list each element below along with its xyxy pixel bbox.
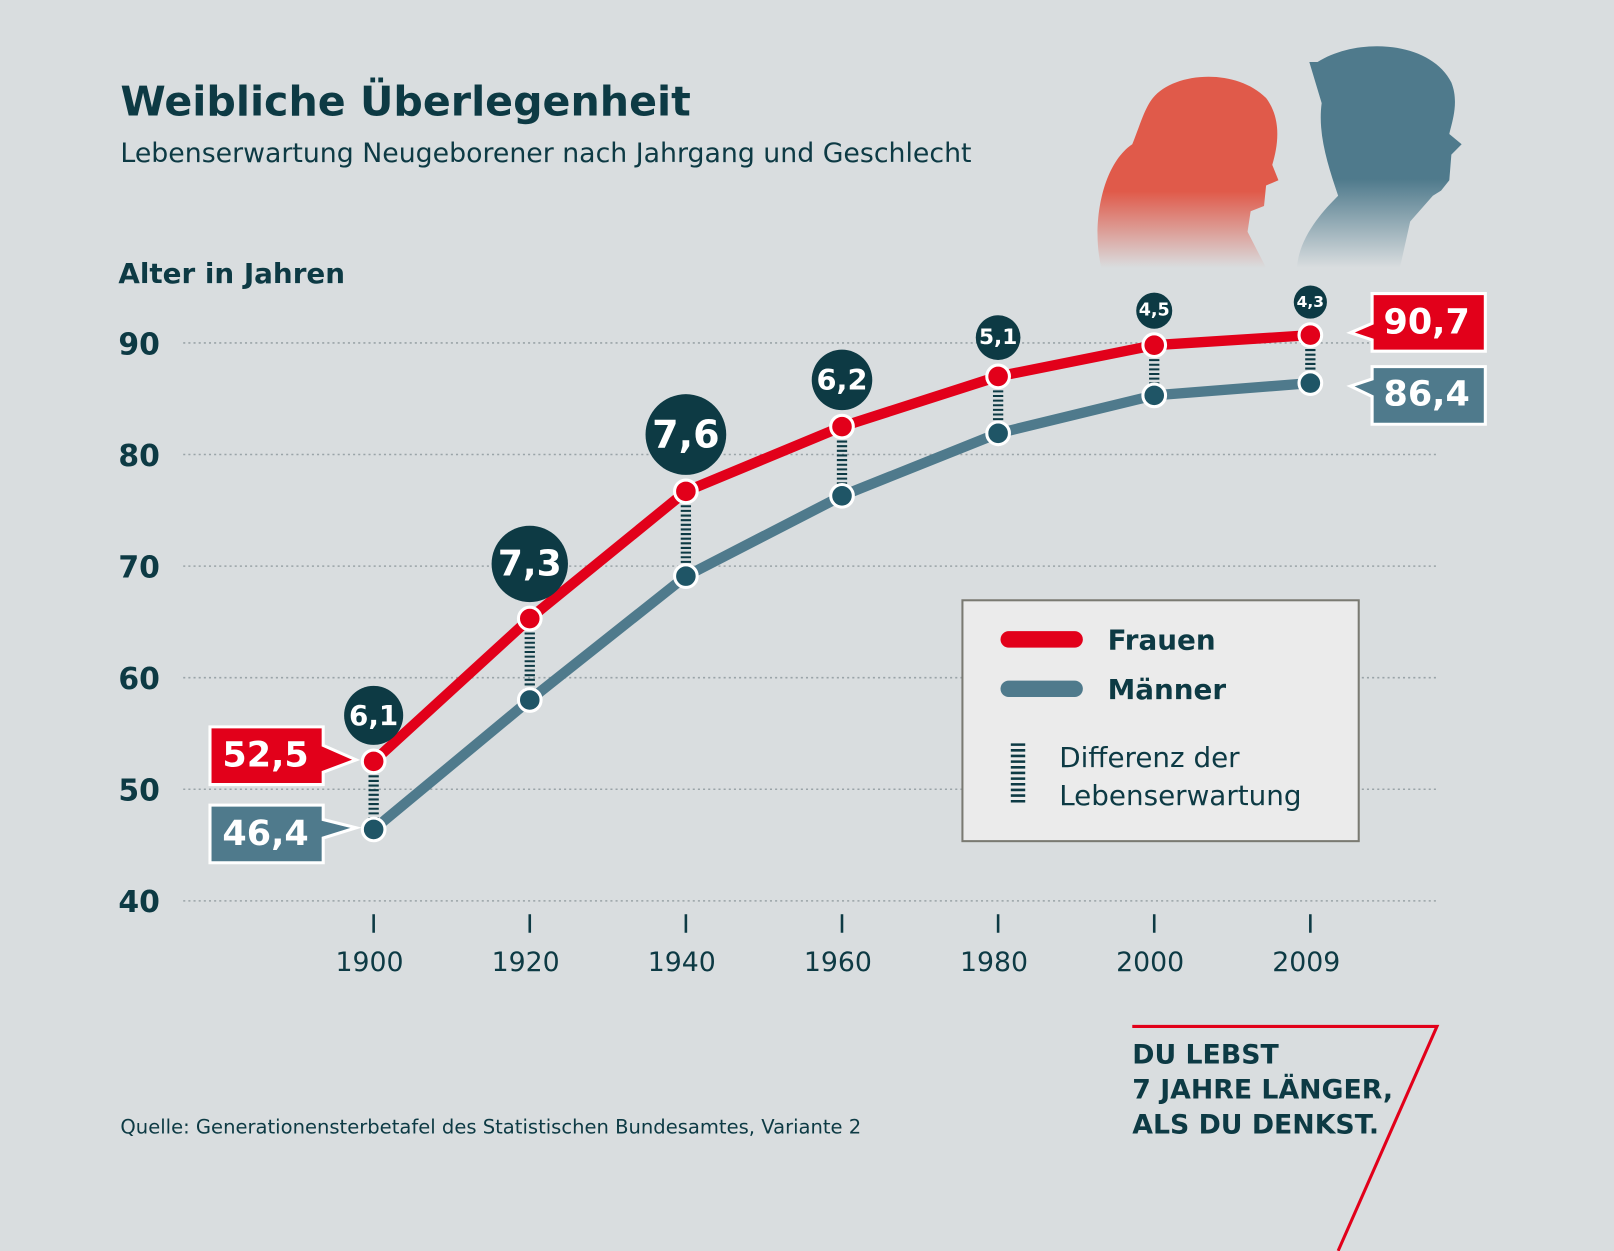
data-point <box>673 478 699 505</box>
data-point <box>516 687 543 713</box>
legend: Frauen Männer Differenz der Lebenserwart… <box>961 599 1360 843</box>
value-label-maenner-start: 46,4 <box>208 803 362 865</box>
difference-badge <box>975 315 1021 360</box>
x-tick-label: 2009 <box>1272 947 1340 978</box>
difference-label: 4,3 <box>1297 293 1324 311</box>
data-point <box>1141 382 1168 409</box>
data-point <box>985 420 1011 447</box>
difference-label: 5,1 <box>979 325 1017 350</box>
y-tick-label: 50 <box>118 774 160 809</box>
difference-badge <box>1136 292 1173 329</box>
data-point <box>829 482 855 509</box>
data-point <box>985 363 1011 390</box>
y-axis-ticks: 40 50 60 70 80 90 <box>118 327 160 920</box>
value-label-maenner-end: 86,4 <box>1346 365 1487 426</box>
y-tick-label: 40 <box>118 885 160 920</box>
x-tick-label: 1920 <box>492 947 560 978</box>
value-text: 90,7 <box>1383 302 1469 342</box>
difference-labels: 6,1 7,3 7,6 6,2 5,1 4,5 4,3 <box>344 285 1327 745</box>
difference-badge <box>645 394 727 475</box>
x-tick-label: 1980 <box>960 947 1028 978</box>
x-tick-label: 1960 <box>804 947 872 978</box>
value-text: 52,5 <box>222 736 308 776</box>
x-tick-label: 1900 <box>335 947 403 978</box>
difference-label: 6,1 <box>349 699 398 732</box>
data-point <box>516 605 543 632</box>
data-points <box>360 322 1324 843</box>
value-text: 46,4 <box>222 814 308 854</box>
data-point <box>673 563 699 590</box>
difference-badge <box>491 525 568 603</box>
source-note: Quelle: Generationensterbetafel des Stat… <box>120 1115 861 1138</box>
slogan-line-1: DU LEBST <box>1132 1039 1279 1070</box>
boy-silhouette-icon <box>1296 46 1462 268</box>
data-point <box>829 413 855 440</box>
data-point <box>1297 370 1324 396</box>
y-axis-title: Alter in Jahren <box>118 257 345 290</box>
page-subtitle: Lebenserwartung Neugeborener nach Jahrga… <box>120 138 971 169</box>
difference-badge <box>811 349 873 411</box>
slogan-line-3: ALS DU DENKST. <box>1132 1109 1379 1140</box>
difference-label: 4,5 <box>1139 301 1170 321</box>
x-tick-label: 1940 <box>648 947 716 978</box>
legend-label-difference-2: Lebenserwartung <box>1059 779 1301 812</box>
slogan-box: DU LEBST 7 JAHRE LÄNGER, ALS DU DENKST. <box>1132 1024 1440 1251</box>
legend-label-maenner: Männer <box>1108 673 1227 706</box>
x-axis-ticks: 1900 1920 1940 1960 1980 2000 2009 <box>335 914 1340 978</box>
data-point <box>1297 322 1324 349</box>
legend-label-difference-1: Differenz der <box>1059 741 1240 774</box>
value-label-frauen-end: 90,7 <box>1346 291 1487 353</box>
difference-label: 6,2 <box>816 363 867 397</box>
girl-silhouette-icon <box>1097 76 1279 268</box>
slogan-line-2: 7 JAHRE LÄNGER, <box>1132 1073 1393 1105</box>
difference-label: 7,6 <box>652 413 719 457</box>
legend-label-frauen: Frauen <box>1108 624 1216 657</box>
value-text: 86,4 <box>1383 374 1469 414</box>
data-point <box>360 748 387 775</box>
y-tick-label: 70 <box>118 550 160 585</box>
data-point <box>1141 332 1168 359</box>
data-point <box>360 816 387 843</box>
difference-label: 7,3 <box>498 543 562 584</box>
difference-badge <box>344 685 404 745</box>
page-title: Weibliche Überlegenheit <box>120 77 690 125</box>
y-tick-label: 60 <box>118 662 160 697</box>
y-tick-label: 80 <box>118 439 160 474</box>
x-tick-label: 2000 <box>1116 947 1184 978</box>
value-label-frauen-start: 52,5 <box>208 725 361 787</box>
difference-badge <box>1293 285 1327 319</box>
y-tick-label: 90 <box>118 327 160 362</box>
